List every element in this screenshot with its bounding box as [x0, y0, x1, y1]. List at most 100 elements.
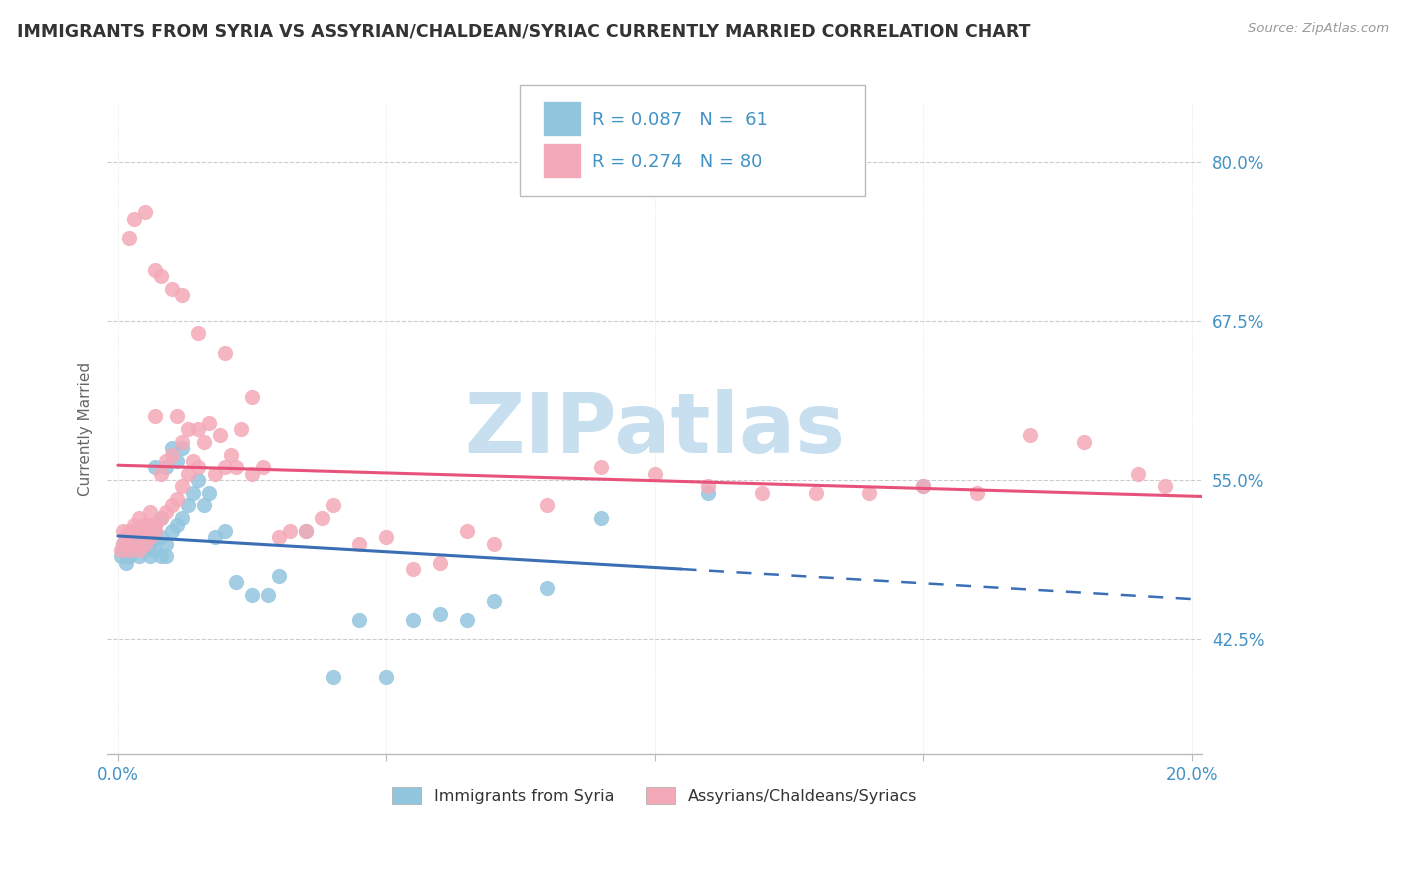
- Point: [160, 282, 183, 296]
- Point: [225, 574, 247, 589]
- Point: [172, 441, 194, 455]
- Legend: Immigrants from Syria, Assyrians/Chaldeans/Syriacs: Immigrants from Syria, Assyrians/Chaldea…: [385, 780, 924, 811]
- Point: [187, 460, 209, 475]
- Point: [139, 549, 162, 564]
- Point: [208, 428, 231, 442]
- Point: [536, 499, 558, 513]
- Point: [204, 530, 226, 544]
- Point: [193, 499, 215, 513]
- Point: [187, 473, 209, 487]
- Point: [644, 467, 666, 481]
- Point: [149, 511, 172, 525]
- Point: [322, 499, 344, 513]
- Point: [349, 613, 371, 627]
- Point: [160, 524, 183, 538]
- Point: [112, 524, 135, 538]
- Point: [294, 524, 316, 538]
- Text: R = 0.087   N =  61: R = 0.087 N = 61: [592, 112, 768, 129]
- Point: [134, 537, 156, 551]
- Point: [149, 530, 172, 544]
- Point: [252, 460, 274, 475]
- Point: [139, 530, 162, 544]
- Point: [149, 549, 172, 564]
- Point: [115, 556, 138, 570]
- Point: [134, 205, 156, 219]
- Point: [166, 492, 188, 507]
- Point: [804, 485, 827, 500]
- Point: [128, 530, 150, 544]
- Point: [172, 479, 194, 493]
- Text: IMMIGRANTS FROM SYRIA VS ASSYRIAN/CHALDEAN/SYRIAC CURRENTLY MARRIED CORRELATION : IMMIGRANTS FROM SYRIA VS ASSYRIAN/CHALDE…: [17, 22, 1031, 40]
- Point: [172, 288, 194, 302]
- Point: [122, 530, 145, 544]
- Point: [134, 537, 156, 551]
- Text: R = 0.274   N = 80: R = 0.274 N = 80: [592, 153, 762, 171]
- Point: [128, 537, 150, 551]
- Point: [145, 517, 167, 532]
- Point: [117, 524, 139, 538]
- Point: [139, 517, 162, 532]
- Point: [214, 460, 236, 475]
- Point: [117, 231, 139, 245]
- Point: [145, 530, 167, 544]
- Point: [122, 517, 145, 532]
- Point: [134, 543, 156, 558]
- Point: [257, 588, 280, 602]
- Point: [456, 524, 478, 538]
- Point: [155, 454, 177, 468]
- Point: [145, 543, 167, 558]
- Point: [117, 530, 139, 544]
- Point: [240, 390, 263, 404]
- Point: [128, 549, 150, 564]
- Point: [536, 581, 558, 595]
- Point: [1073, 434, 1095, 449]
- Point: [267, 568, 290, 582]
- Y-axis label: Currently Married: Currently Married: [79, 362, 93, 496]
- Point: [115, 530, 138, 544]
- Point: [751, 485, 773, 500]
- Point: [267, 530, 290, 544]
- Point: [122, 537, 145, 551]
- Point: [139, 524, 162, 538]
- Point: [110, 549, 132, 564]
- Point: [697, 479, 720, 493]
- Point: [155, 460, 177, 475]
- Point: [176, 467, 198, 481]
- Point: [402, 613, 425, 627]
- Point: [181, 454, 204, 468]
- Point: [122, 524, 145, 538]
- Point: [176, 499, 198, 513]
- Point: [589, 460, 612, 475]
- Point: [149, 511, 172, 525]
- Point: [160, 441, 183, 455]
- Point: [456, 613, 478, 627]
- Point: [1153, 479, 1175, 493]
- Point: [149, 269, 172, 284]
- Point: [128, 524, 150, 538]
- Point: [240, 588, 263, 602]
- Point: [198, 485, 221, 500]
- Point: [117, 549, 139, 564]
- Point: [912, 479, 935, 493]
- Point: [155, 549, 177, 564]
- Point: [214, 524, 236, 538]
- Point: [204, 467, 226, 481]
- Point: [1019, 428, 1042, 442]
- Point: [166, 454, 188, 468]
- Text: Source: ZipAtlas.com: Source: ZipAtlas.com: [1249, 22, 1389, 36]
- Point: [117, 543, 139, 558]
- Point: [155, 505, 177, 519]
- Point: [145, 262, 167, 277]
- Point: [589, 511, 612, 525]
- Point: [145, 409, 167, 424]
- Point: [166, 409, 188, 424]
- Point: [112, 537, 135, 551]
- Point: [187, 326, 209, 341]
- Point: [912, 479, 935, 493]
- Point: [231, 422, 253, 436]
- Point: [482, 594, 505, 608]
- Point: [134, 517, 156, 532]
- Point: [134, 524, 156, 538]
- Point: [278, 524, 301, 538]
- Point: [139, 505, 162, 519]
